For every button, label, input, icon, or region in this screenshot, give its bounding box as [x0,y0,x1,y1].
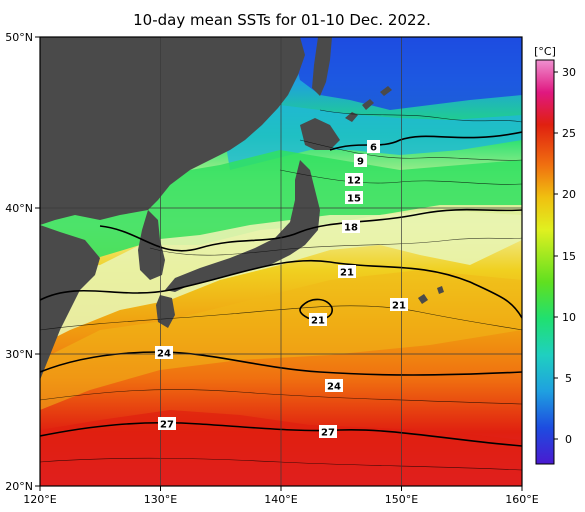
colorbar-tick-20: 20 [562,188,576,201]
colorbar-ticks [554,71,558,440]
sakhalin-landmass [312,37,332,96]
graticule [40,37,522,486]
colorbar-tick-0: 0 [565,433,572,446]
cold-water-region [290,37,522,110]
aleutian-offshore-islands [398,286,444,306]
lon-label-120e: 120°E [23,493,56,506]
colorbar-tick-25: 25 [562,127,576,140]
kuril-islands [345,86,392,122]
axis-ticks [35,36,523,491]
svg-text:9: 9 [357,157,364,168]
isotherm-minor-contours [40,109,522,471]
contour-label-24: 24 [325,379,343,393]
lat-label-20n: 20°N [5,480,33,493]
colorbar-tick-30: 30 [562,66,576,79]
contour-label-21: 21 [390,298,408,312]
svg-text:27: 27 [321,428,335,439]
contour-label-27: 27 [319,425,337,439]
map-title: 10-day mean SSTs for 01-10 Dec. 2022. [133,11,431,29]
isotherm-6 [329,131,522,151]
contour-label-9: 9 [354,154,367,168]
isotherm-21 [40,259,522,319]
cool-water-region [220,105,522,170]
lon-label-150e: 150°E [385,493,418,506]
isotherm-24 [40,351,522,376]
china-coast-landmass [40,225,100,380]
lat-label-50n: 50°N [5,31,33,44]
svg-text:21: 21 [311,316,325,327]
colorbar-tick-5: 5 [565,372,572,385]
korea-peninsula-landmass [138,210,165,280]
isotherm-18 [99,208,522,252]
colorbar-unit-label: [°C] [534,45,556,58]
svg-text:21: 21 [340,268,354,279]
lon-label-140e: 140°E [264,493,297,506]
lat-label-30n: 30°N [5,348,33,361]
svg-text:21: 21 [392,301,406,312]
hokkaido-landmass [300,118,340,150]
contour-label-6: 6 [367,140,380,154]
lon-label-130e: 130°E [144,493,177,506]
lat-label-40n: 40°N [5,202,33,215]
svg-text:24: 24 [157,349,171,360]
asia-mainland-landmass [40,37,305,225]
colorbar-gradient [535,59,555,465]
svg-text:6: 6 [370,143,377,154]
map-plot-area: 6 9 12 15 18 21 21 21 [40,37,522,486]
contour-label-24: 24 [155,346,173,360]
svg-text:24: 24 [327,382,341,393]
isotherm-contours [40,131,522,447]
colorbar-tick-10: 10 [562,311,576,324]
contour-label-15: 15 [345,191,363,205]
colorbar-tick-15: 15 [562,250,576,263]
isotherm-27 [40,421,522,447]
contour-label-21: 21 [309,313,327,327]
contour-label-18: 18 [342,220,360,234]
lon-label-160e: 160°E [505,493,538,506]
colorbar: [°C] 30 25 20 15 10 5 0 [534,45,576,465]
contour-label-21: 21 [338,265,356,279]
svg-text:27: 27 [160,420,174,431]
contour-label-27: 27 [158,417,176,431]
svg-text:12: 12 [347,176,361,187]
svg-text:15: 15 [347,194,361,205]
contour-label-12: 12 [345,173,363,187]
svg-text:18: 18 [344,223,358,234]
